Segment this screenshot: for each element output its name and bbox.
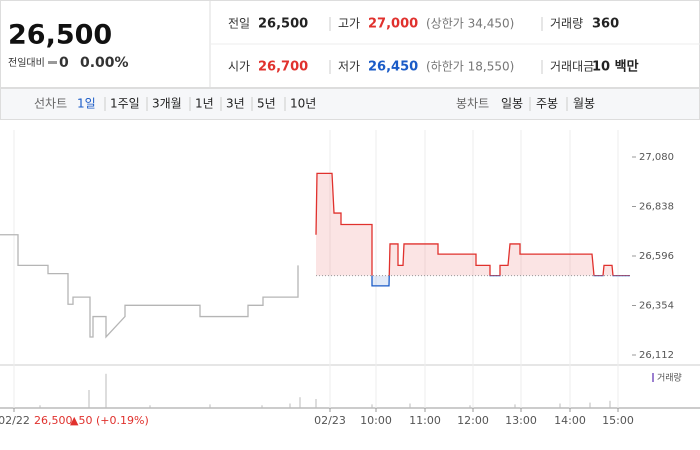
x-tick-label: 02/23 xyxy=(314,414,346,427)
prev-line xyxy=(0,234,299,339)
tab[interactable]: 월봉 xyxy=(573,97,595,111)
tab[interactable]: 1년 xyxy=(195,97,214,111)
tab[interactable]: 3년 xyxy=(226,97,245,111)
stat-label: 거래량 xyxy=(550,17,583,31)
stat-value: 26,450 xyxy=(368,60,418,75)
y-tick-label: 26,838 xyxy=(639,202,674,213)
area-down xyxy=(316,275,630,286)
change-label: 전일대비 xyxy=(8,57,45,69)
stat-note: (상한가 34,450) xyxy=(426,17,514,31)
flat-icon xyxy=(48,61,57,64)
footer-pct: (+0.19%) xyxy=(96,414,149,427)
tab[interactable]: 3개월 xyxy=(152,97,182,111)
change-pct: 0.00% xyxy=(80,55,129,71)
stat-note: (하한가 18,550) xyxy=(426,60,514,74)
y-tick-label: 27,080 xyxy=(639,152,674,163)
x-tick-label: 02/22 xyxy=(0,414,30,427)
area-up xyxy=(316,173,630,276)
stat-value: 360 xyxy=(592,17,619,32)
volume-bar xyxy=(105,373,107,408)
volume-bar xyxy=(39,405,41,408)
volume-bar xyxy=(209,404,211,408)
stat-label: 고가 xyxy=(338,17,360,31)
stat-label: 저가 xyxy=(338,60,360,74)
tab-group-label: 선차트 xyxy=(34,97,67,111)
volume-bar xyxy=(299,397,301,408)
volume-bar xyxy=(469,405,471,408)
x-tick-label: 11:00 xyxy=(409,414,441,427)
stat-value: 27,000 xyxy=(368,17,418,32)
x-tick-label: 14:00 xyxy=(554,414,586,427)
footer-change: ▲50 xyxy=(70,414,92,427)
today-line-up xyxy=(315,172,630,276)
volume-bar xyxy=(409,403,411,408)
volume-bar xyxy=(609,400,611,408)
tab[interactable]: 일봉 xyxy=(501,97,523,111)
stat-value: 26,500 xyxy=(258,17,308,32)
footer-price: 26,500 xyxy=(34,414,73,427)
y-tick-label: 26,112 xyxy=(639,350,674,361)
x-tick-label: 10:00 xyxy=(360,414,392,427)
legend-swatch xyxy=(652,373,654,382)
stat-label: 거래대금 xyxy=(550,60,594,74)
volume-bar xyxy=(559,403,561,408)
stat-value: 26,700 xyxy=(258,60,308,75)
volume-bar xyxy=(149,405,151,408)
tab-group-label: 봉차트 xyxy=(456,97,489,111)
stat-label: 시가 xyxy=(228,60,250,74)
tab[interactable]: 5년 xyxy=(257,97,276,111)
price: 26,500 xyxy=(8,20,112,51)
volume-bar xyxy=(88,390,90,408)
tab[interactable]: 10년 xyxy=(290,97,316,111)
volume-bar xyxy=(261,405,263,408)
legend-label: 거래량 xyxy=(657,372,682,384)
stat-value: 10 백만 xyxy=(592,59,639,75)
volume-bar xyxy=(589,402,591,408)
volume-bar xyxy=(315,399,317,408)
x-tick-label: 15:00 xyxy=(602,414,634,427)
change: 0 xyxy=(59,55,69,71)
tab[interactable]: 1일 xyxy=(77,97,96,111)
volume-bar xyxy=(289,403,291,408)
stat-label: 전일 xyxy=(228,17,250,31)
tab[interactable]: 1주일 xyxy=(110,97,140,111)
y-tick-label: 26,596 xyxy=(639,251,674,262)
x-tick-label: 12:00 xyxy=(457,414,489,427)
tab-bar xyxy=(0,88,700,120)
y-tick-label: 26,354 xyxy=(639,301,674,312)
x-tick-label: 13:00 xyxy=(505,414,537,427)
volume-bar xyxy=(514,404,516,408)
volume-bar xyxy=(371,404,373,408)
tab[interactable]: 주봉 xyxy=(536,97,558,111)
